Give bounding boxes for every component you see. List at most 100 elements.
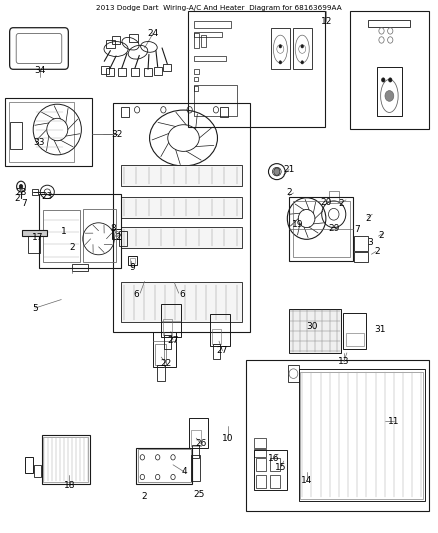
Bar bbox=[293, 28, 312, 69]
Bar bbox=[83, 209, 116, 262]
Bar bbox=[43, 210, 80, 262]
Bar bbox=[34, 465, 41, 477]
Text: 2: 2 bbox=[286, 189, 292, 197]
Text: 2: 2 bbox=[339, 199, 344, 208]
Bar bbox=[354, 252, 368, 262]
Bar bbox=[157, 365, 165, 381]
Circle shape bbox=[19, 184, 23, 189]
Text: 7: 7 bbox=[354, 225, 360, 233]
Bar bbox=[299, 369, 425, 501]
Bar bbox=[39, 194, 121, 268]
Bar bbox=[191, 455, 200, 481]
Text: 30: 30 bbox=[306, 322, 318, 330]
Bar bbox=[270, 458, 280, 471]
Text: 9: 9 bbox=[129, 263, 135, 272]
Bar bbox=[213, 344, 220, 359]
Text: 2: 2 bbox=[374, 247, 379, 256]
Bar bbox=[10, 122, 22, 149]
Text: 19: 19 bbox=[292, 221, 304, 229]
Bar bbox=[271, 28, 290, 69]
Text: 16: 16 bbox=[268, 454, 279, 463]
Bar bbox=[189, 418, 208, 448]
Bar bbox=[25, 457, 33, 473]
Text: 2: 2 bbox=[365, 214, 371, 223]
Bar bbox=[192, 445, 199, 458]
Text: 24: 24 bbox=[148, 29, 159, 37]
Bar bbox=[5, 98, 92, 166]
Bar bbox=[289, 197, 353, 261]
Bar bbox=[43, 437, 88, 482]
Bar bbox=[121, 197, 242, 218]
Bar bbox=[256, 475, 266, 488]
Circle shape bbox=[389, 78, 392, 82]
Bar bbox=[368, 20, 410, 27]
Bar bbox=[118, 68, 126, 76]
Circle shape bbox=[381, 78, 385, 82]
Text: 29: 29 bbox=[328, 224, 339, 232]
Bar bbox=[293, 201, 350, 257]
Bar bbox=[288, 365, 299, 382]
Text: 15: 15 bbox=[275, 464, 286, 472]
Text: 10: 10 bbox=[222, 434, 233, 442]
Bar bbox=[254, 438, 266, 448]
Bar bbox=[164, 335, 171, 349]
Text: 2: 2 bbox=[142, 492, 147, 501]
Circle shape bbox=[301, 45, 304, 48]
Bar bbox=[121, 227, 242, 248]
Bar bbox=[194, 86, 198, 91]
Text: 2: 2 bbox=[70, 244, 75, 252]
Text: 28: 28 bbox=[15, 189, 27, 197]
Circle shape bbox=[274, 168, 280, 175]
Bar bbox=[42, 435, 90, 484]
Bar bbox=[194, 33, 199, 48]
Text: 23: 23 bbox=[42, 192, 53, 200]
Bar bbox=[191, 430, 201, 446]
Bar bbox=[194, 77, 198, 81]
Bar bbox=[131, 68, 139, 76]
Text: 5: 5 bbox=[32, 304, 38, 312]
Text: 17: 17 bbox=[32, 233, 43, 241]
Bar bbox=[121, 165, 242, 186]
Text: 34: 34 bbox=[35, 66, 46, 75]
Bar bbox=[188, 11, 325, 127]
Bar bbox=[32, 189, 38, 195]
Bar bbox=[256, 458, 266, 471]
Text: 6: 6 bbox=[133, 290, 139, 298]
Bar bbox=[194, 69, 199, 74]
Bar bbox=[212, 329, 221, 344]
Bar bbox=[377, 67, 402, 116]
Bar bbox=[254, 449, 266, 457]
Text: 26: 26 bbox=[195, 439, 206, 448]
Bar bbox=[328, 191, 339, 203]
Bar bbox=[121, 282, 242, 322]
Bar bbox=[121, 107, 129, 117]
Bar bbox=[350, 11, 429, 129]
Text: 3: 3 bbox=[367, 238, 373, 247]
Bar bbox=[154, 67, 162, 75]
Bar bbox=[28, 232, 40, 253]
Bar bbox=[220, 107, 228, 117]
Text: 11: 11 bbox=[389, 417, 400, 425]
Bar bbox=[194, 21, 231, 28]
Bar bbox=[210, 314, 230, 346]
Bar bbox=[129, 34, 138, 42]
Circle shape bbox=[301, 61, 304, 64]
Text: 25: 25 bbox=[194, 490, 205, 499]
Bar bbox=[22, 230, 47, 236]
Bar bbox=[161, 304, 181, 337]
Bar bbox=[138, 449, 191, 482]
Text: 4: 4 bbox=[181, 467, 187, 476]
Text: 33: 33 bbox=[34, 139, 45, 147]
Bar bbox=[144, 68, 152, 76]
Bar bbox=[194, 85, 237, 116]
Text: 27: 27 bbox=[217, 346, 228, 355]
Text: 31: 31 bbox=[374, 325, 386, 334]
Text: 12: 12 bbox=[321, 17, 332, 26]
Text: 27: 27 bbox=[167, 336, 179, 344]
Bar bbox=[72, 264, 88, 271]
Circle shape bbox=[385, 91, 394, 101]
Text: 32: 32 bbox=[112, 130, 123, 139]
Bar bbox=[113, 103, 250, 332]
Text: 20: 20 bbox=[321, 198, 332, 207]
Circle shape bbox=[279, 45, 282, 48]
